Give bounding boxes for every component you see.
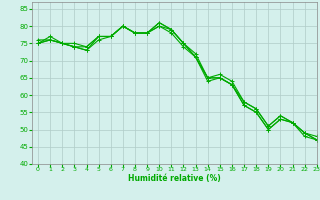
X-axis label: Humidité relative (%): Humidité relative (%) <box>128 174 221 183</box>
